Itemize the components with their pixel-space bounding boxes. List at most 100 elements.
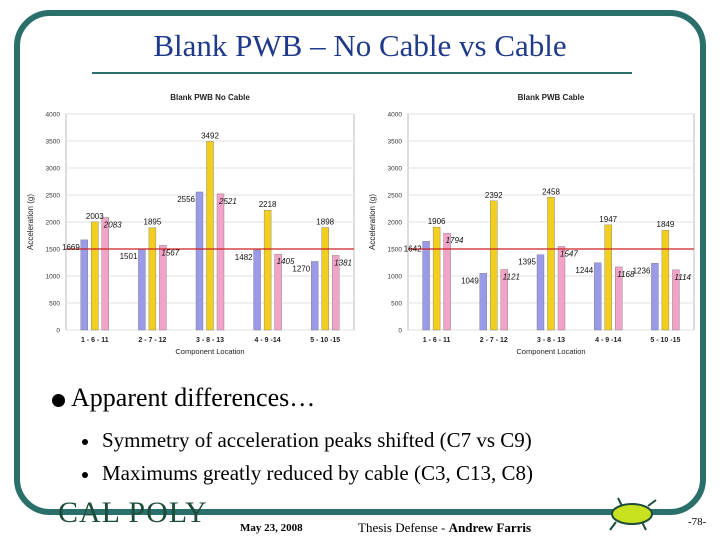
bar [80,239,88,331]
data-label: 1121 [503,272,520,281]
bar [432,226,441,331]
data-label: 1567 [161,248,179,257]
data-label: 2218 [259,200,277,209]
bar [101,217,110,331]
x-tick-label: 5 - 10 -15 [310,337,340,344]
x-axis-label: Component Location [516,347,585,356]
data-label: 2521 [218,197,237,206]
sub-bullet-2-text: Maximums greatly reduced by cable (C3, C… [102,461,533,485]
bar [557,246,566,331]
bar [651,263,659,331]
y-tick-label: 4000 [46,112,61,119]
y-tick-label: 4000 [388,112,403,119]
x-tick-label: 3 - 8 - 13 [537,337,565,344]
bar [321,227,329,331]
sub-bullet-dot [82,472,88,479]
slide-title: Blank PWB – No Cable vs Cable [153,28,567,63]
data-label: 1114 [674,273,691,282]
sub-bullet-dot [82,439,88,446]
x-tick-label: 4 - 9 -14 [255,337,281,344]
y-axis-label: Acceleration (g) [368,194,377,250]
bar [138,248,146,331]
y-tick-label: 0 [56,328,60,335]
y-tick-label: 2500 [46,193,61,200]
data-label: 1395 [518,258,536,267]
data-label: 1947 [599,215,617,224]
data-label: 2003 [86,212,104,221]
cal-poly-logo: CAL POLY [58,496,208,529]
data-label: 1501 [120,252,138,261]
y-tick-label: 1000 [388,274,403,281]
data-label: 2556 [177,195,195,204]
bar [672,269,680,331]
sub-bullet-1-text: Symmetry of acceleration peaks shifted (… [102,428,532,452]
bar [479,273,488,331]
footer-author: Andrew Farris [448,520,532,535]
data-label: 1381 [334,258,352,267]
bar [490,200,498,331]
bar [443,232,451,331]
bar [216,193,225,331]
bullet-dot [52,393,65,407]
y-tick-label: 1000 [46,274,61,281]
data-label: 2458 [542,187,560,196]
bar [195,191,204,331]
y-tick-label: 1500 [46,247,61,254]
x-tick-label: 1 - 6 - 11 [81,337,109,344]
gecko-logo-icon [609,497,657,531]
data-label: 1906 [428,217,446,226]
data-label: 1482 [235,253,253,262]
data-label: 1669 [62,243,80,252]
bar [263,210,272,331]
bar [274,253,282,331]
x-tick-label: 2 - 7 - 12 [480,337,508,344]
y-tick-label: 500 [49,301,60,308]
chart-cable: Blank PWB Cable 0 500 1000 1500 2000 2500 3000 3… [368,93,695,356]
bullet-text: Apparent differences… [71,383,316,412]
data-label: 1849 [657,220,675,229]
y-tick-label: 2000 [46,220,61,227]
data-label: 1049 [461,276,479,285]
y-tick-label: 2500 [388,193,403,200]
bar [500,269,509,331]
slide-frame [14,10,706,515]
chart-no-cable: Blank PWB No Cable 0 500 1000 1500 2000 2500 30… [26,93,355,356]
bar [148,227,157,331]
chart-title: Blank PWB No Cable [170,93,250,102]
bar [593,262,602,331]
footer-defense: Thesis Defense - Andrew Farris [358,520,531,536]
y-tick-label: 2000 [388,220,403,227]
bullet-main: Apparent differences… [52,383,315,413]
bar [547,197,555,331]
footer-prefix: Thesis Defense - [358,520,449,535]
y-tick-label: 3500 [46,139,61,146]
title-rule [92,72,632,74]
bar [422,241,430,331]
bar [661,229,670,331]
y-tick-label: 0 [398,328,402,335]
x-tick-label: 2 - 7 - 12 [138,337,166,344]
x-tick-label: 3 - 8 - 13 [196,337,224,344]
data-label: 1405 [277,257,295,266]
y-tick-label: 1500 [388,247,403,254]
y-tick-label: 500 [391,301,402,308]
data-label: 1244 [575,266,593,275]
x-tick-label: 4 - 9 -14 [595,337,621,344]
bar [159,245,167,331]
bar [536,254,545,331]
data-label: 1898 [316,218,334,227]
y-tick-label: 3000 [46,166,61,173]
data-label: 1168 [617,270,635,279]
sub-bullet-2: Maximums greatly reduced by cable (C3, C… [82,461,533,486]
bar [253,249,261,331]
y-axis-label: Acceleration (g) [26,194,35,250]
y-tick-label: 3000 [388,166,403,173]
data-label: 2392 [485,191,503,200]
bar [91,221,99,331]
data-label: 3492 [201,131,219,140]
x-tick-label: 5 - 10 -15 [650,337,680,344]
bar [332,255,340,331]
bar [311,261,319,331]
chart-title: Blank PWB Cable [518,93,585,102]
y-tick-label: 3500 [388,139,403,146]
